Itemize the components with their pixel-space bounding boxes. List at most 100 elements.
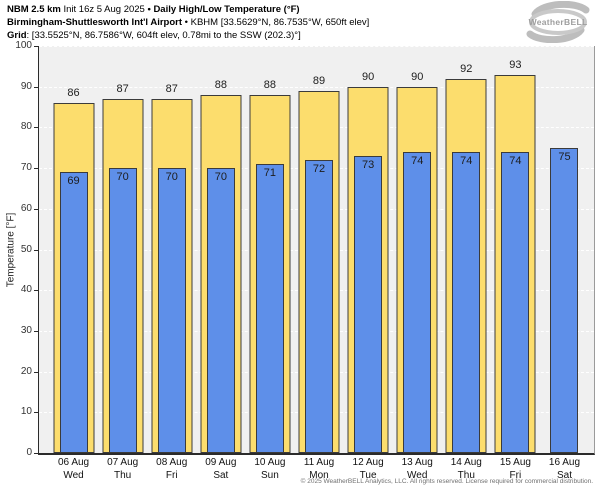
x-label-weekday: Thu (114, 469, 132, 481)
low-bar: 71 (255, 164, 284, 453)
y-tick-label-20: 20 (20, 365, 32, 377)
x-label-weekday: Wed (407, 469, 428, 481)
x-label-weekday: Sat (213, 469, 229, 481)
high-value-label: 89 (312, 74, 326, 87)
copyright-notice: © 2025 WeatherBELL Analytics, LLC. All r… (300, 478, 593, 485)
y-tick-label-80: 80 (20, 121, 32, 133)
x-label-weekday: Fri (165, 469, 178, 481)
low-value-label: 74 (411, 154, 424, 167)
low-bar: 70 (206, 168, 235, 453)
low-value-label: 75 (558, 150, 571, 163)
x-tick-label-14-aug: 14 Aug Thu (442, 457, 491, 482)
x-label-weekday: Fri (509, 469, 522, 481)
low-value-label: 70 (165, 171, 178, 184)
day-column-15-aug: 93 74 (491, 46, 540, 453)
x-tick-label-07-aug: 07 Aug Thu (98, 457, 147, 482)
logo-brand-text: WeatherBELL (529, 17, 588, 27)
day-column-16-aug: 75 (540, 46, 589, 453)
day-column-13-aug: 90 74 (393, 46, 442, 453)
low-bar: 74 (403, 151, 432, 453)
low-value-label: 71 (263, 167, 277, 180)
y-tick-label-60: 60 (20, 202, 32, 214)
high-value-label: 90 (361, 70, 375, 83)
x-label-date: 11 Aug (303, 457, 335, 468)
y-tick-mark (34, 168, 39, 170)
y-tick-label-30: 30 (20, 324, 32, 336)
y-tick-mark (34, 208, 39, 210)
high-value-label: 87 (165, 82, 178, 95)
y-tick-label-0: 0 (26, 447, 32, 458)
x-tick-label-12-aug: 12 Aug Tue (344, 457, 393, 482)
header-line-1: NBM 2.5 km Init 16z 5 Aug 2025 • Daily H… (7, 3, 369, 16)
low-value-label: 70 (116, 171, 129, 184)
y-tick-label-50: 50 (20, 243, 32, 255)
x-label-date: 13 Aug (401, 457, 433, 468)
station-name: Birmingham-Shuttlesworth Int'l Airport (7, 17, 183, 28)
grid-coordinates: : [33.5525°N, 86.7586°W, 604ft elev, 0.7… (26, 30, 301, 41)
x-label-weekday: Wed (63, 469, 84, 481)
high-value-label: 93 (509, 58, 522, 71)
low-bar: 74 (501, 151, 530, 453)
y-tick-mark (34, 412, 39, 414)
grid-label: Grid (7, 30, 27, 41)
x-tick-label-10-aug: 10 Aug Sun (245, 457, 294, 482)
low-bar: 75 (550, 147, 579, 453)
x-axis-labels: 06 Aug Wed 07 Aug Thu 08 Aug Fri 09 Aug Sat 10 A… (39, 457, 594, 482)
x-label-date: 09 Aug (205, 457, 237, 468)
low-value-label: 72 (312, 162, 326, 175)
day-column-06-aug: 86 69 (49, 46, 98, 453)
x-label-weekday: Tue (359, 469, 377, 481)
x-label-weekday: Sun (261, 469, 279, 481)
y-tick-mark (34, 290, 39, 292)
high-value-label: 88 (263, 78, 277, 91)
y-tick-mark (34, 127, 39, 129)
x-tick-label-06-aug: 06 Aug Wed (49, 457, 98, 482)
day-column-10-aug: 88 71 (245, 46, 294, 453)
high-value-label: 87 (116, 82, 129, 95)
high-value-label: 90 (411, 70, 424, 83)
bars-layer: 86 69 87 70 87 70 88 70 88 71 89 72 90 73 90 74 92 74 93 74… (39, 46, 594, 453)
chart-header: NBM 2.5 km Init 16z 5 Aug 2025 • Daily H… (7, 3, 369, 42)
gridline-90 (39, 86, 594, 88)
y-tick-mark (34, 453, 39, 454)
y-tick-label-90: 90 (20, 80, 32, 92)
x-label-date: 12 Aug (352, 457, 384, 468)
y-tick-mark (34, 371, 39, 373)
day-column-08-aug: 87 70 (147, 46, 196, 453)
x-tick-label-11-aug: 11 Aug Mon (294, 457, 343, 482)
init-time: Init 16z 5 Aug 2025 (60, 4, 148, 15)
y-tick-label-10: 10 (20, 406, 32, 418)
x-label-date: 15 Aug (499, 457, 531, 468)
model-name: NBM 2.5 km (7, 4, 61, 15)
y-tick-mark (34, 86, 39, 88)
station-coordinates: • KBHM [33.5629°N, 86.7535°W, 650ft elev… (182, 17, 370, 28)
header-line-3: Grid: [33.5525°N, 86.7586°W, 604ft elev,… (7, 29, 369, 42)
y-tick-mark (34, 46, 39, 47)
low-bar: 74 (452, 151, 481, 453)
low-value-label: 74 (509, 154, 522, 167)
chart-plot-area: 0 10 20 30 40 50 60 70 80 90 100 86 69 87 70 87 70 88 70 8… (15, 40, 595, 481)
y-tick-mark (34, 330, 39, 332)
x-label-weekday: Sat (556, 469, 572, 481)
low-bar: 72 (305, 159, 334, 453)
day-column-07-aug: 87 70 (98, 46, 147, 453)
high-value-label: 86 (67, 86, 80, 99)
y-tick-label-70: 70 (20, 162, 32, 174)
day-column-12-aug: 90 73 (344, 46, 393, 453)
x-label-date: 14 Aug (450, 457, 482, 468)
x-tick-label-08-aug: 08 Aug Fri (147, 457, 196, 482)
x-tick-label-16-aug: 16 Aug Sat (540, 457, 589, 482)
x-tick-label-09-aug: 09 Aug Sat (196, 457, 245, 482)
header-line-2: Birmingham-Shuttlesworth Int'l Airport •… (7, 16, 369, 29)
low-bar: 69 (59, 172, 88, 453)
gridline-100 (39, 46, 594, 47)
x-label-date: 10 Aug (254, 457, 286, 468)
low-value-label: 73 (361, 158, 375, 171)
hurricane-swirl-icon (526, 1, 590, 43)
weatherbell-logo: WeatherBELL (526, 1, 590, 43)
day-column-11-aug: 89 72 (294, 46, 343, 453)
x-label-date: 08 Aug (156, 457, 188, 468)
y-tick-mark (34, 249, 39, 251)
x-tick-label-15-aug: 15 Aug Fri (491, 457, 540, 482)
